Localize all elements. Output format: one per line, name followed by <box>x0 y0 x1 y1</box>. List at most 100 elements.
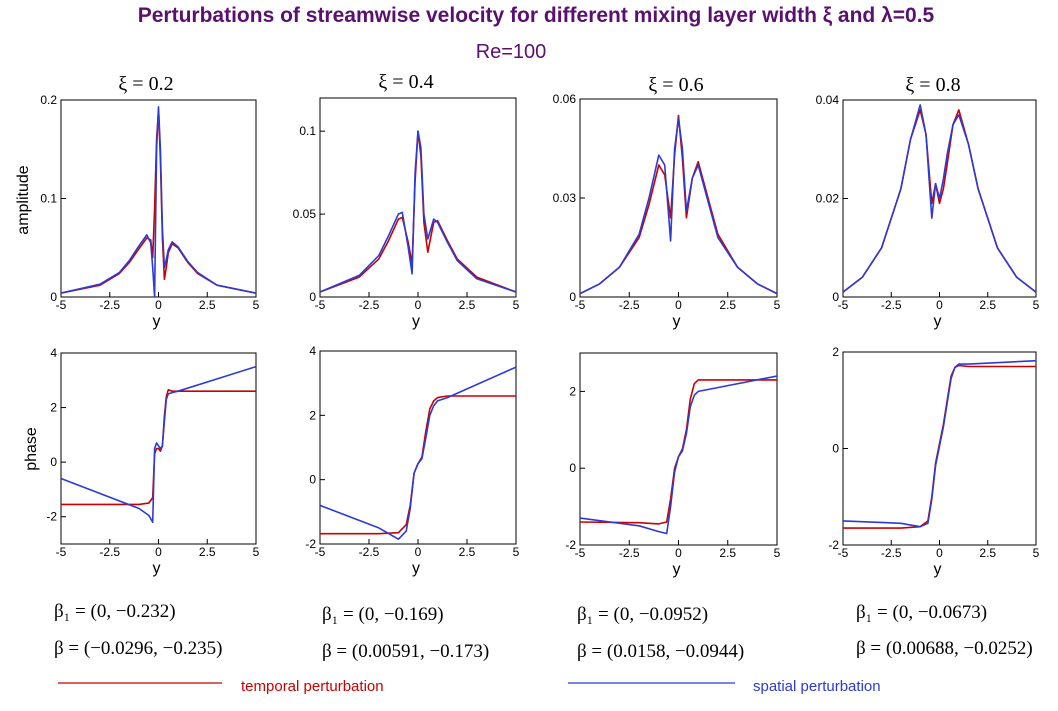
x-tick-label: -2.5 <box>359 298 380 312</box>
x-axis-label: y <box>412 560 420 577</box>
x-axis-label: y <box>934 561 942 578</box>
x-tick-label: 0 <box>675 546 682 560</box>
y-tick-label: 4 <box>50 346 57 360</box>
y-tick-label: 0 <box>832 442 839 456</box>
beta1-label-3: β₁ = (0, −0.0952) <box>577 604 708 625</box>
x-tick-label: 5 <box>774 546 781 560</box>
x-tick-label: -5 <box>315 545 326 559</box>
panel-1: -5 -2.5 0 2.5 5 0 0.1 0.2 y <box>40 93 259 330</box>
x-tick-label: 5 <box>253 545 260 559</box>
x-tick-label: -2.5 <box>619 298 640 312</box>
panel-8: -5 -2.5 0 2.5 5 -2 0 2 y <box>828 345 1039 578</box>
x-tick-label: 0 <box>936 546 943 560</box>
panel-5: -5 -2.5 0 2.5 5 -2 0 2 4 y <box>46 346 259 577</box>
beta-label-2: β = (0.00591, −0.173) <box>322 641 489 662</box>
x-tick-label: 0 <box>415 545 422 559</box>
y-tick-label: 0 <box>569 290 576 304</box>
x-axis-label: y <box>153 560 161 577</box>
panel-title-xi-0.2: ξ = 0.2 <box>118 73 173 95</box>
x-tick-label: -2.5 <box>619 546 640 560</box>
x-tick-label: -5 <box>838 298 849 312</box>
temporal-series-line <box>843 109 1036 293</box>
y-tick-label: 0.05 <box>293 207 317 221</box>
spatial-series-line <box>320 366 516 541</box>
y-tick-label: 0 <box>309 290 316 304</box>
y-tick-label: 2 <box>832 345 839 359</box>
y-tick-label: 2 <box>309 408 316 422</box>
y-tick-label: 0 <box>50 455 57 469</box>
panel-4: -5 -2.5 0 2.5 5 0 0.02 0.04 y <box>816 93 1040 330</box>
temporal-series-line <box>580 379 777 525</box>
spatial-series-line <box>843 359 1036 528</box>
x-tick-label: 2.5 <box>979 298 996 312</box>
x-tick-label: 2.5 <box>459 545 476 559</box>
y-tick-label: 0.1 <box>40 192 57 206</box>
x-tick-label: -5 <box>838 546 849 560</box>
x-tick-label: -2.5 <box>881 298 902 312</box>
x-tick-label: -5 <box>575 298 586 312</box>
spatial-series-line <box>580 118 777 295</box>
y-tick-label: -2 <box>565 538 576 552</box>
x-tick-label: -5 <box>56 545 67 559</box>
x-tick-label: 2.5 <box>719 546 736 560</box>
panel-2: -5 -2.5 0 2.5 5 0 0.05 0.1 y <box>293 97 520 330</box>
x-tick-label: -2.5 <box>881 546 902 560</box>
panel-title-xi-0.8: ξ = 0.8 <box>905 74 960 96</box>
x-axis-label: y <box>412 313 420 330</box>
legend-temporal-label: temporal perturbation <box>241 678 384 695</box>
y-tick-label: -2 <box>46 510 57 524</box>
y-tick-label: -2 <box>828 538 839 552</box>
x-tick-label: -5 <box>315 298 326 312</box>
x-tick-label: 2.5 <box>199 545 216 559</box>
spatial-series-line <box>61 106 256 297</box>
temporal-series-line <box>61 388 256 506</box>
y-tick-label: 0 <box>50 290 57 304</box>
x-tick-label: 0 <box>936 298 943 312</box>
x-tick-label: -2.5 <box>99 545 120 559</box>
spatial-series-line <box>580 375 777 535</box>
beta1-label-2: β₁ = (0, −0.169) <box>322 604 444 625</box>
x-tick-label: 2.5 <box>719 298 736 312</box>
beta-label-1: β = (−0.0296, −0.235) <box>54 638 222 659</box>
temporal-series-line <box>580 114 777 295</box>
x-tick-label: 5 <box>513 545 520 559</box>
y-tick-label: 4 <box>309 344 316 358</box>
beta1-label-1: β₁ = (0, −0.232) <box>54 601 176 622</box>
x-tick-label: 5 <box>253 298 260 312</box>
x-tick-label: 5 <box>774 298 781 312</box>
plot-frame <box>319 97 517 298</box>
x-tick-label: -5 <box>56 298 67 312</box>
x-axis-label: y <box>673 561 681 578</box>
figure-subtitle: Re=100 <box>476 41 547 63</box>
panel-title-xi-0.6: ξ = 0.6 <box>648 74 703 96</box>
figure-title: Perturbations of streamwise velocity for… <box>138 4 935 27</box>
beta1-label-4: β₁ = (0, −0.0673) <box>856 602 987 623</box>
y-tick-label: 0 <box>309 473 316 487</box>
temporal-series-line <box>61 109 256 294</box>
y-tick-label: 0.02 <box>816 192 840 206</box>
x-axis-label: y <box>153 313 161 330</box>
phase-row-label: phase <box>23 427 40 471</box>
y-tick-label: 0 <box>569 461 576 475</box>
y-tick-label: 0.03 <box>553 191 577 205</box>
x-tick-label: 5 <box>1033 546 1040 560</box>
spatial-series-line <box>843 104 1036 293</box>
plot-frame <box>579 98 778 298</box>
y-tick-label: 0.04 <box>816 93 840 107</box>
x-tick-label: 0 <box>155 545 162 559</box>
y-tick-label: 0.2 <box>40 93 57 107</box>
beta-label-3: β = (0.0158, −0.0944) <box>577 641 744 662</box>
x-tick-label: 5 <box>513 298 520 312</box>
y-tick-label: 2 <box>569 384 576 398</box>
y-tick-label: 0.06 <box>553 92 577 106</box>
x-tick-label: 0 <box>675 298 682 312</box>
y-tick-label: -2 <box>305 537 316 551</box>
x-tick-label: -2.5 <box>99 298 120 312</box>
amplitude-row-label: amplitude <box>15 165 32 234</box>
beta-label-4: β = (0.00688, −0.0252) <box>856 638 1033 659</box>
y-tick-label: 0.1 <box>299 124 316 138</box>
panel-grid: -5 -2.5 0 2.5 500.10.2y-5 -2.5 0 2.5 500.050.1y-… <box>40 92 1039 578</box>
y-tick-label: 2 <box>50 401 57 415</box>
panel-6: -5 -2.5 0 2.5 5 -2 0 2 4 y <box>305 344 519 577</box>
